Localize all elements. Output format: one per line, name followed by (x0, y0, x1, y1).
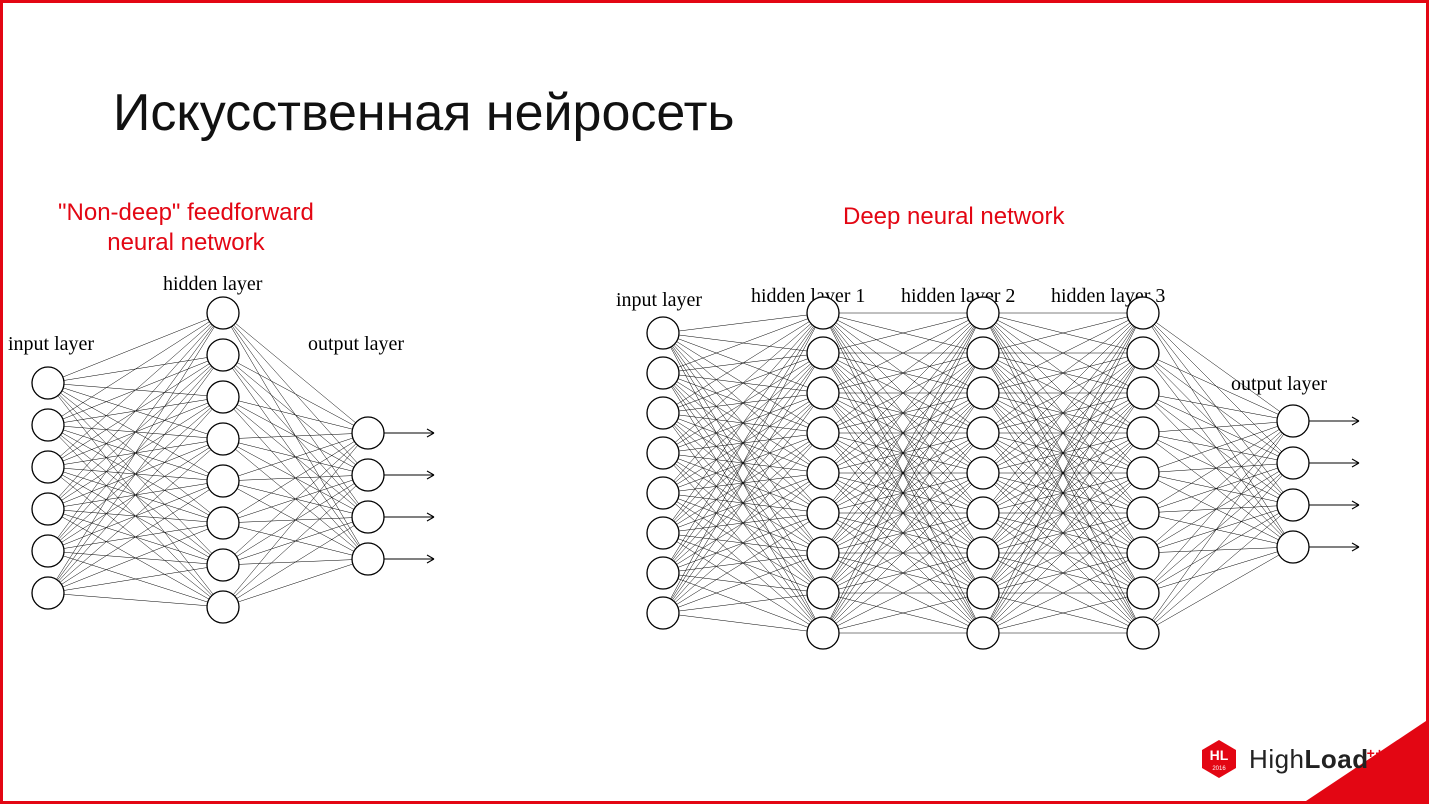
nodes-group (32, 297, 384, 623)
shallow-net-title: "Non-deep" feedforward neural network (58, 198, 314, 258)
logo-text-bold: Load (1305, 744, 1369, 774)
logo-badge-year: 2016 (1212, 766, 1226, 772)
shallow-title-line2: neural network (107, 229, 264, 256)
nodes-group (647, 297, 1309, 649)
logo-wordmark: HighLoad++ (1249, 744, 1386, 775)
output-arrows (1309, 417, 1359, 551)
logo-badge-text: HL (1210, 747, 1229, 763)
deep-network-diagram (593, 263, 1413, 703)
logo-plusplus: ++ (1367, 745, 1384, 761)
deep-net-title: Deep neural network (843, 202, 1064, 232)
logo-text-light: High (1249, 744, 1304, 774)
output-arrows (384, 429, 434, 563)
highload-logo: HL 2016 HighLoad++ (1199, 739, 1386, 779)
shallow-title-line1: "Non-deep" feedforward (58, 199, 314, 226)
slide-title: Искусственная нейросеть (113, 83, 735, 143)
slide-frame: Искусственная нейросеть "Non-deep" feedf… (0, 0, 1429, 804)
shallow-network-diagram (3, 263, 463, 683)
logo-badge-icon: HL 2016 (1199, 739, 1239, 779)
